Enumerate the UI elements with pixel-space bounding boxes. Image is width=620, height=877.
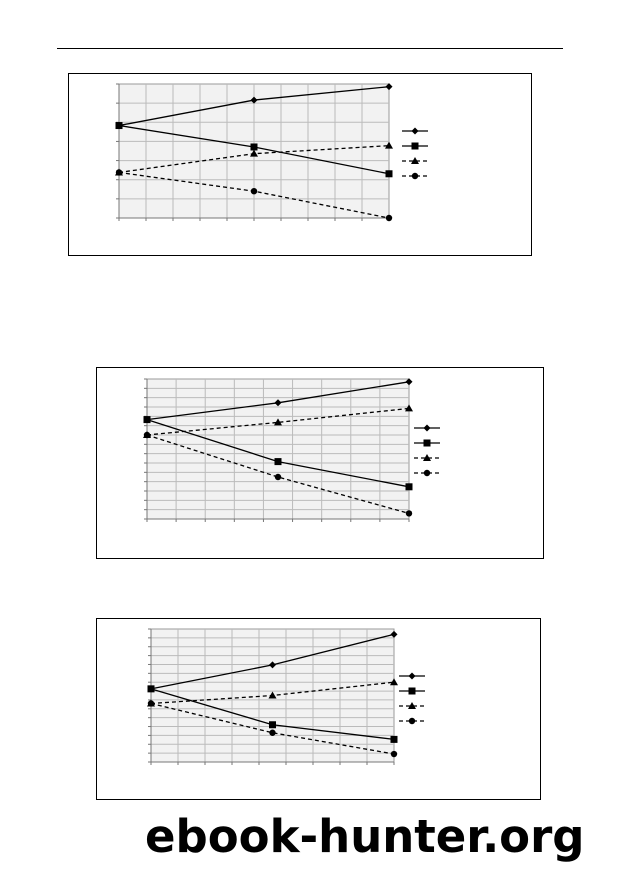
series-square — [115, 122, 393, 178]
legend-entry-triangle — [414, 454, 440, 461]
data-point — [405, 510, 413, 517]
legend-marker — [408, 687, 416, 695]
legend-entry-square — [399, 687, 425, 695]
data-point — [250, 96, 258, 104]
data-point — [385, 83, 393, 91]
data-point — [147, 685, 155, 693]
legend-marker — [411, 142, 419, 150]
legend-marker — [408, 717, 416, 725]
data-point — [115, 122, 123, 130]
legend-entry-square — [402, 142, 428, 150]
legend-entry-circle — [414, 469, 440, 477]
data-point — [390, 630, 398, 638]
data-point — [390, 678, 398, 686]
legend-entry-diamond — [399, 672, 425, 680]
line-chart-3 — [147, 628, 425, 765]
series-circle — [115, 169, 393, 222]
legend-marker — [411, 172, 419, 180]
data-point — [390, 735, 398, 743]
data-point — [143, 431, 151, 439]
series-line — [146, 407, 410, 436]
data-point — [274, 458, 282, 466]
chart-frame-3 — [96, 618, 541, 800]
data-point — [274, 399, 282, 407]
data-point — [274, 473, 282, 481]
series-line — [146, 434, 410, 515]
data-point — [405, 483, 413, 491]
legend-marker — [423, 439, 431, 447]
data-point — [269, 721, 276, 729]
data-point — [385, 214, 393, 222]
legend-entry-triangle — [402, 157, 428, 164]
legend-entry-diamond — [402, 127, 428, 135]
data-point — [115, 169, 123, 176]
data-point — [250, 143, 258, 151]
chart-frame-2 — [96, 367, 544, 559]
series-circle — [143, 431, 413, 517]
series-square — [147, 685, 398, 743]
series-square — [143, 416, 413, 491]
line-chart-2 — [143, 378, 440, 522]
legend-marker — [408, 672, 416, 680]
line-chart-1 — [115, 83, 428, 222]
data-point — [269, 729, 276, 736]
data-point — [250, 188, 258, 195]
data-point — [405, 378, 413, 386]
data-point — [143, 416, 151, 424]
data-point — [147, 700, 155, 707]
data-point — [268, 691, 277, 699]
legend-marker — [411, 127, 419, 135]
series-circle — [147, 700, 398, 758]
legend-marker — [411, 157, 419, 164]
chart-frame-1 — [68, 73, 532, 256]
data-point — [405, 404, 413, 412]
data-point — [385, 170, 393, 178]
header-rule — [57, 48, 563, 49]
legend-marker — [423, 424, 431, 432]
legend-entry-circle — [402, 172, 428, 180]
legend-marker — [408, 702, 416, 709]
legend-entry-circle — [399, 717, 425, 725]
data-point — [250, 149, 258, 157]
legend-entry-triangle — [399, 702, 425, 709]
data-point — [269, 661, 276, 669]
legend-marker — [423, 469, 431, 477]
data-point — [390, 750, 398, 758]
legend-marker — [423, 454, 431, 461]
data-point — [274, 418, 282, 426]
legend-entry-square — [414, 439, 440, 447]
watermark-text: ebook-hunter.org — [145, 810, 585, 863]
legend-entry-diamond — [414, 424, 440, 432]
data-point — [385, 141, 393, 149]
